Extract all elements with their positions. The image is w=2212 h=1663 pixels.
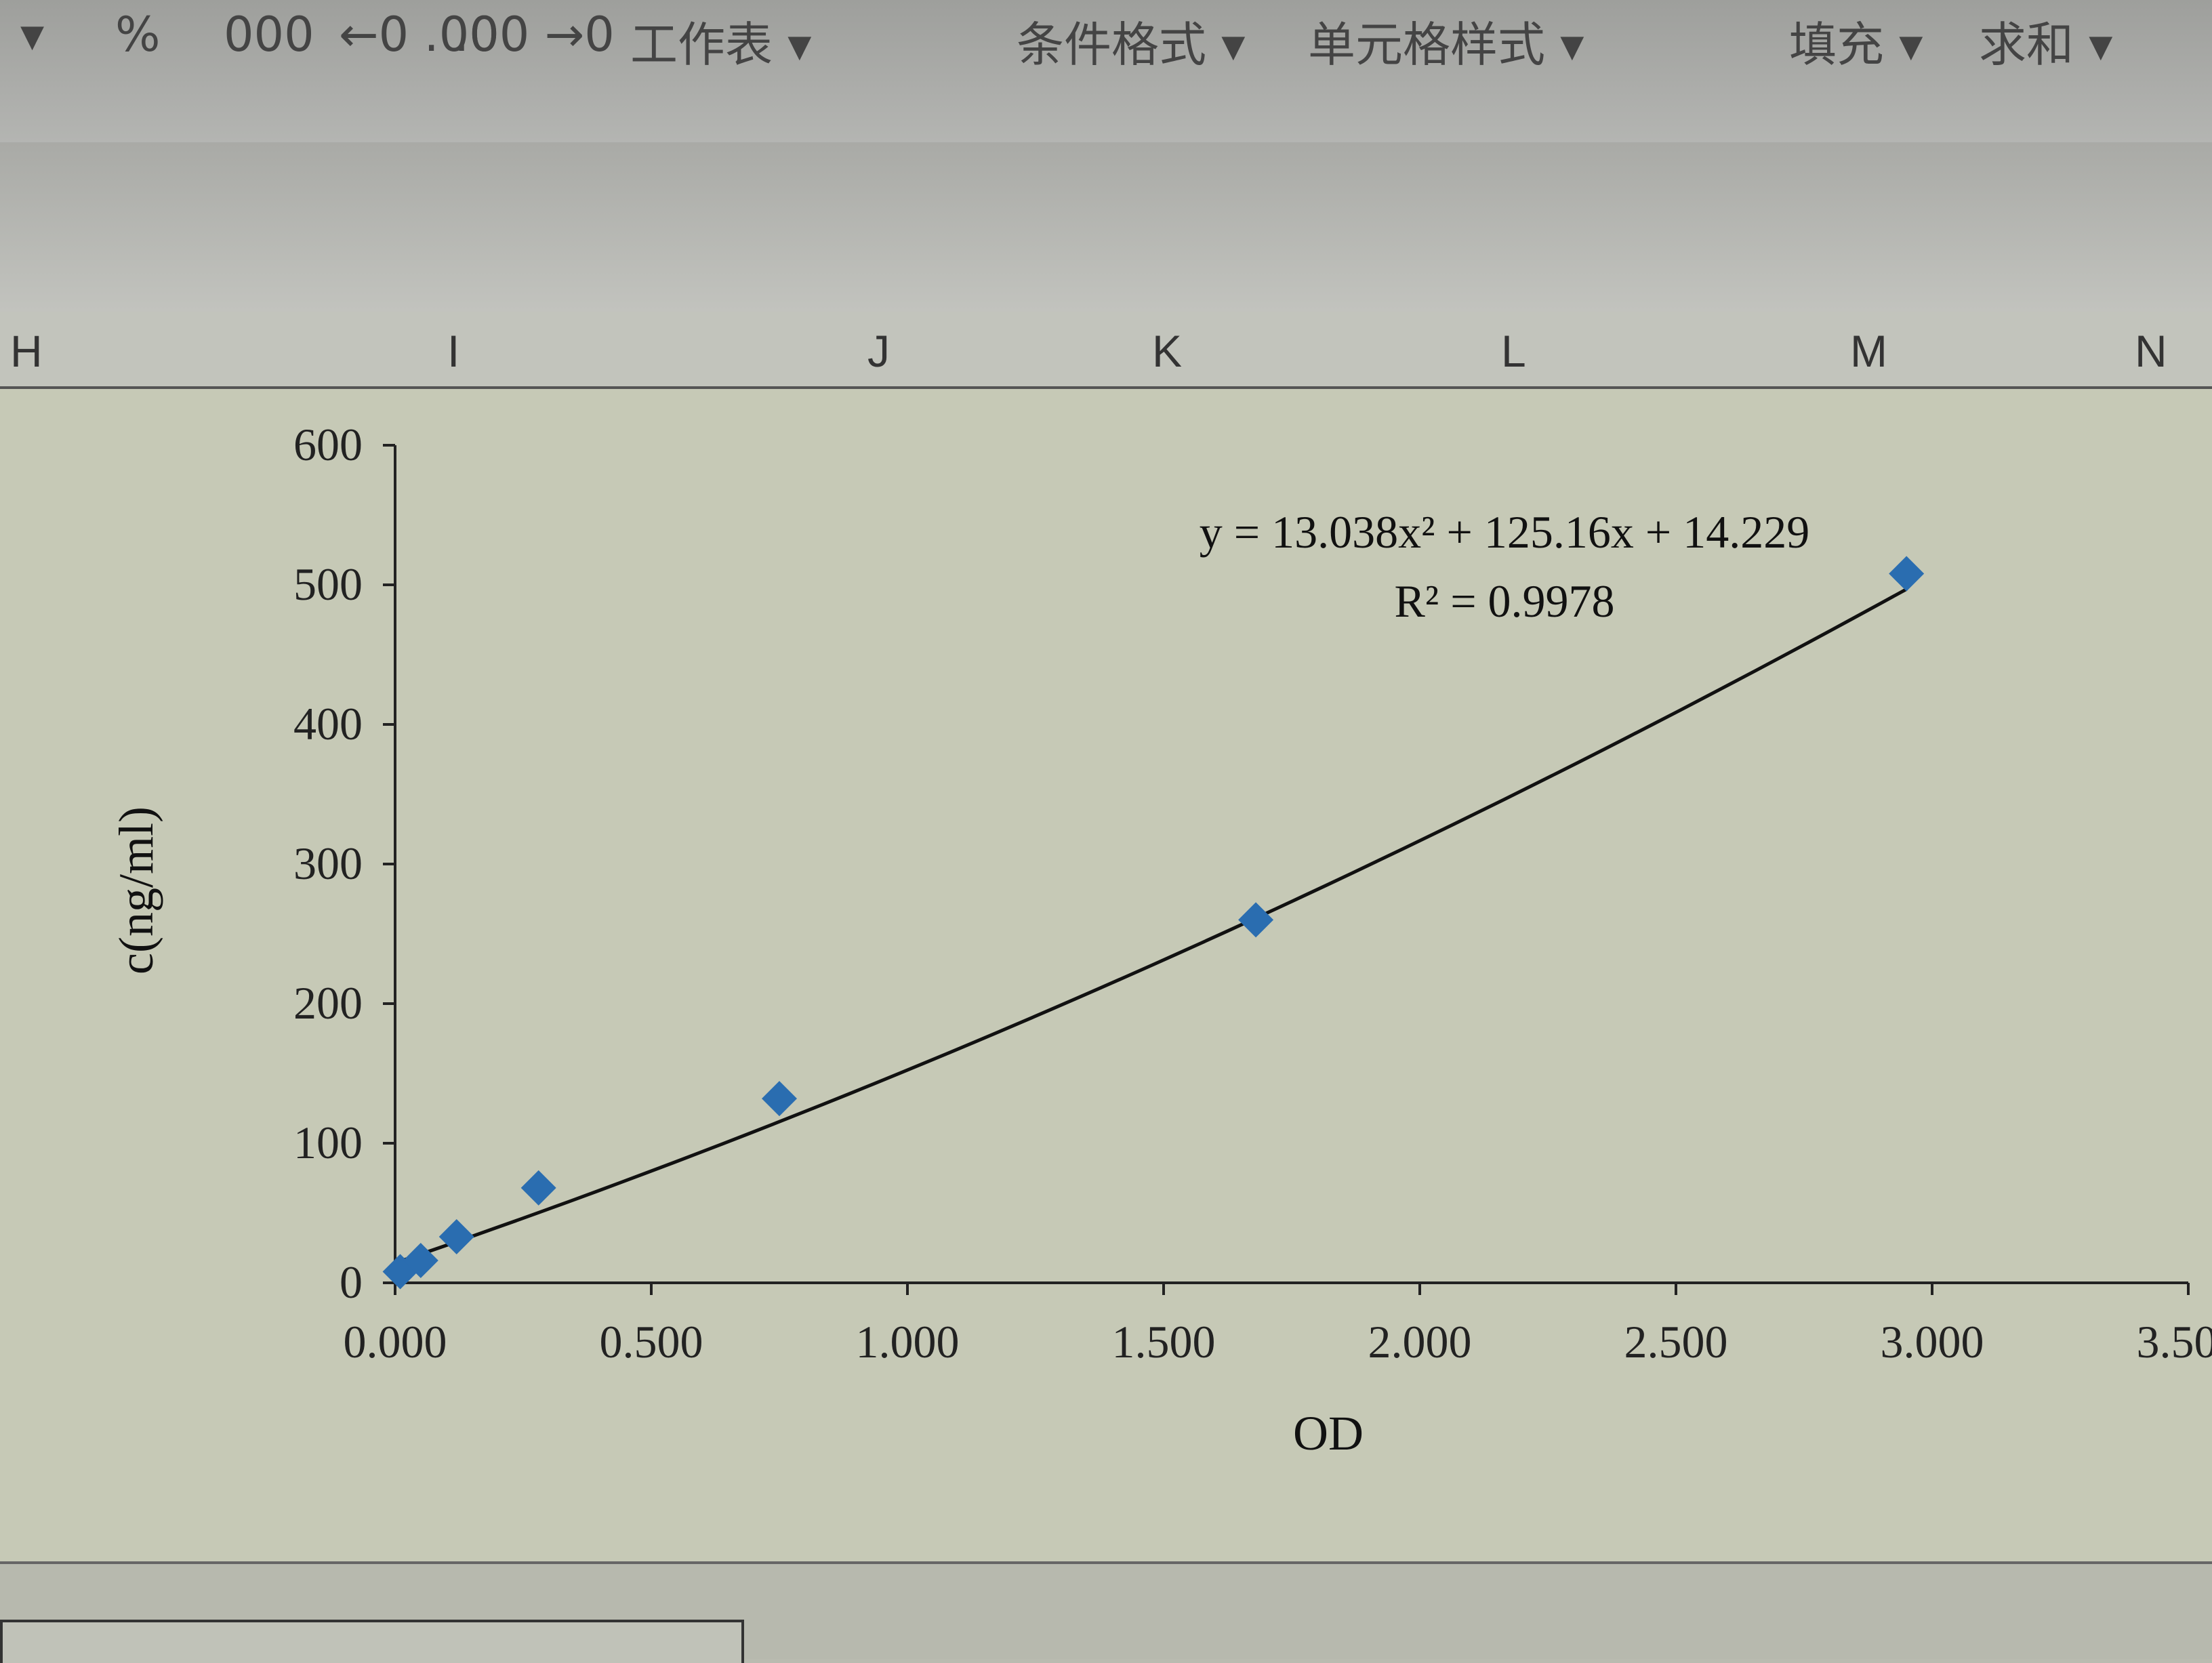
decrease-decimal-button[interactable]: .00 →0 (454, 7, 615, 62)
y-tick-label: 600 (293, 419, 363, 470)
sum-button[interactable]: 求和 ▾ (1979, 7, 2112, 75)
x-tick-label: 0.500 (600, 1316, 703, 1368)
y-axis-title: c(ng/ml) (109, 806, 163, 974)
percent-button[interactable]: % (115, 7, 161, 62)
column-header-row: H I J K L M N (0, 312, 2212, 389)
column-header-K[interactable]: K (1152, 325, 1182, 377)
column-header-I[interactable]: I (447, 325, 459, 377)
column-header-H[interactable]: H (10, 325, 43, 377)
data-point (439, 1219, 474, 1254)
y-tick-label: 300 (293, 838, 363, 889)
column-header-L[interactable]: L (1501, 325, 1526, 377)
x-axis-title: OD (1293, 1406, 1364, 1460)
x-tick-label: 2.500 (1624, 1316, 1728, 1368)
y-tick-label: 0 (340, 1256, 363, 1308)
sheet-tab-bar[interactable] (0, 1620, 744, 1663)
y-tick-label: 200 (293, 977, 363, 1029)
conditional-format-button[interactable]: 条件格式 ▾ (1017, 7, 1245, 75)
column-header-N[interactable]: N (2135, 325, 2167, 377)
data-point (1889, 556, 1924, 592)
fill-button[interactable]: 填充 ▾ (1789, 7, 1923, 75)
y-tick-label: 400 (293, 698, 363, 750)
cell-style-button[interactable]: 单元格样式 ▾ (1308, 7, 1584, 75)
column-header-J[interactable]: J (867, 325, 890, 377)
y-tick-label: 500 (293, 558, 363, 610)
x-tick-label: 1.000 (856, 1316, 960, 1368)
worksheet-button[interactable]: 工作表 ▾ (630, 7, 811, 75)
dropdown-button[interactable]: ▾ (20, 7, 44, 62)
data-point (521, 1170, 556, 1206)
x-tick-label: 2.000 (1368, 1316, 1472, 1368)
ribbon-background (0, 142, 2212, 319)
thousands-separator-button[interactable]: 000 (224, 7, 314, 62)
y-tick-label: 100 (293, 1117, 363, 1168)
data-point (762, 1081, 797, 1116)
x-tick-label: 0.000 (344, 1316, 447, 1368)
x-tick-label: 3.000 (1881, 1316, 1984, 1368)
x-tick-label: 3.500 (2137, 1316, 2212, 1368)
r-squared-label: R² = 0.9978 (1394, 575, 1614, 627)
column-header-M[interactable]: M (1850, 325, 1887, 377)
data-point (1238, 902, 1273, 937)
x-tick-label: 1.500 (1112, 1316, 1216, 1368)
trendline (395, 589, 1906, 1262)
trendline-equation: y = 13.038x² + 125.16x + 14.229 (1200, 506, 1809, 558)
